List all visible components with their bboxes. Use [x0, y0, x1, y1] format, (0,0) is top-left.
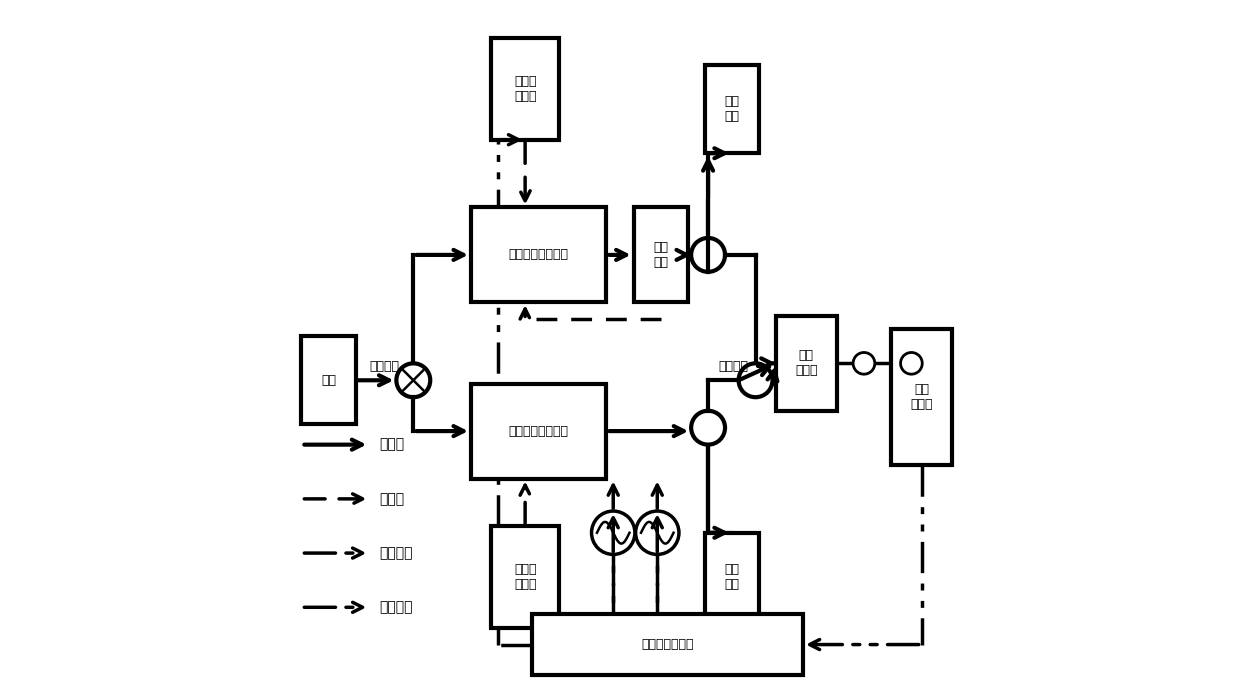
Text: 马赫曾德尔调制器: 马赫曾德尔调制器 — [508, 248, 569, 261]
Text: 幅相
接收机: 幅相 接收机 — [910, 383, 932, 411]
FancyBboxPatch shape — [471, 207, 606, 303]
Text: 光电
探测器: 光电 探测器 — [795, 349, 817, 377]
Text: 光功
率计: 光功 率计 — [724, 563, 739, 591]
Text: 数据信号: 数据信号 — [379, 546, 413, 560]
Text: 光滤
波器: 光滤 波器 — [653, 241, 668, 269]
FancyBboxPatch shape — [491, 38, 559, 140]
Text: 控制及处理单元: 控制及处理单元 — [641, 638, 693, 651]
Text: 光功
率计: 光功 率计 — [724, 95, 739, 123]
Text: 光信号: 光信号 — [379, 438, 404, 451]
FancyBboxPatch shape — [471, 383, 606, 479]
Text: 光耦合器: 光耦合器 — [718, 361, 748, 373]
Text: 光源: 光源 — [321, 374, 336, 387]
FancyBboxPatch shape — [491, 526, 559, 628]
FancyBboxPatch shape — [532, 614, 804, 675]
Text: 控制信号: 控制信号 — [379, 600, 413, 614]
Text: 电信号: 电信号 — [379, 492, 404, 506]
FancyBboxPatch shape — [634, 207, 688, 303]
Text: 偏置点
控制器: 偏置点 控制器 — [513, 75, 537, 103]
Text: 光分束器: 光分束器 — [370, 361, 399, 373]
FancyBboxPatch shape — [704, 65, 759, 153]
FancyBboxPatch shape — [892, 329, 952, 465]
FancyBboxPatch shape — [301, 336, 356, 425]
FancyBboxPatch shape — [776, 316, 837, 411]
FancyBboxPatch shape — [704, 533, 759, 621]
Text: 偏置点
控制器: 偏置点 控制器 — [513, 563, 537, 591]
Text: 马赫曾德尔调制器: 马赫曾德尔调制器 — [508, 425, 569, 438]
